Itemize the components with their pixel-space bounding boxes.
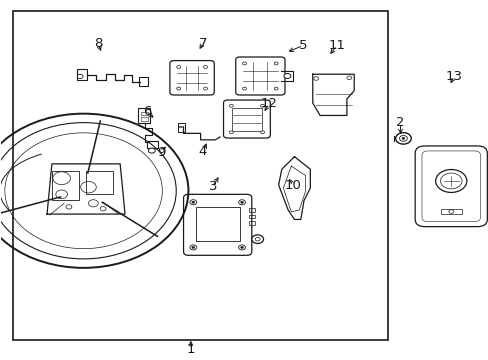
Circle shape [274,62,278,65]
Text: 4: 4 [199,145,207,158]
Text: 11: 11 [328,39,345,52]
Text: 13: 13 [445,69,462,82]
Circle shape [448,210,453,213]
Text: 7: 7 [199,36,207,50]
Circle shape [100,207,106,211]
Circle shape [148,148,155,153]
Circle shape [191,246,194,248]
Text: 2: 2 [395,116,404,129]
Circle shape [229,131,233,134]
Circle shape [284,73,290,78]
Circle shape [346,76,351,80]
Circle shape [66,205,72,209]
Circle shape [229,104,233,107]
Bar [249,208,255,212]
Bar [141,112,148,116]
Circle shape [240,201,243,203]
Bar [13,11,387,339]
Circle shape [260,104,264,107]
Text: 10: 10 [284,179,301,192]
Bar [232,108,261,131]
Circle shape [203,87,207,90]
Bar [139,77,148,86]
Text: 12: 12 [260,98,277,111]
Bar [249,215,255,219]
Bar [249,221,255,225]
Circle shape [242,87,246,90]
Bar [52,171,79,200]
Circle shape [189,200,196,205]
Text: 9: 9 [157,145,165,158]
Circle shape [176,87,180,90]
Circle shape [260,131,264,134]
Text: 6: 6 [142,105,151,118]
Circle shape [203,66,207,68]
Bar [86,171,113,194]
Circle shape [238,200,245,205]
Bar [141,117,148,121]
Circle shape [255,237,260,241]
Circle shape [274,87,278,90]
Bar [440,209,461,214]
Circle shape [242,62,246,65]
Circle shape [251,235,263,243]
Circle shape [401,137,404,139]
Circle shape [240,246,243,248]
Bar [138,108,150,123]
Text: 5: 5 [298,39,306,52]
Circle shape [176,66,180,68]
Text: 3: 3 [208,180,217,193]
Bar [195,207,239,241]
Bar [147,141,158,148]
Circle shape [395,133,410,144]
Circle shape [238,245,245,250]
Text: 1: 1 [186,343,195,356]
Circle shape [191,201,194,203]
Circle shape [77,74,83,78]
Bar [77,69,87,80]
Bar [177,123,184,132]
Circle shape [399,135,407,141]
Circle shape [189,245,196,250]
Circle shape [313,77,318,80]
Text: 8: 8 [94,37,102,50]
